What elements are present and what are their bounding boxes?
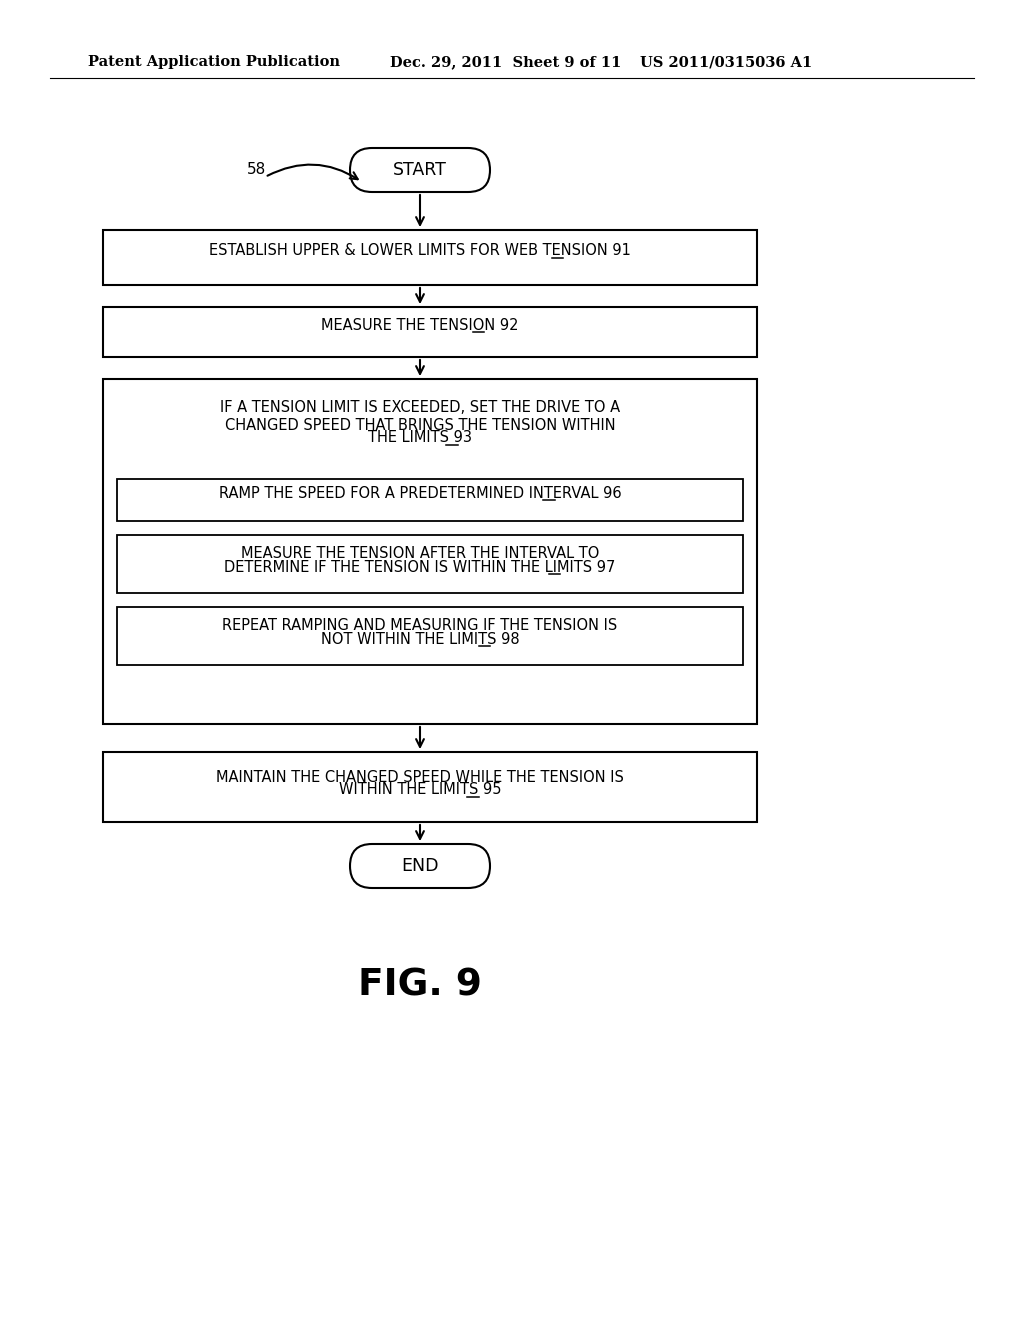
Text: 58: 58: [247, 162, 266, 177]
Text: NOT WITHIN THE LIMITS 98: NOT WITHIN THE LIMITS 98: [321, 631, 519, 647]
Text: MEASURE THE TENSION 92: MEASURE THE TENSION 92: [322, 318, 519, 333]
Bar: [117, 479, 743, 521]
Text: Patent Application Publication: Patent Application Publication: [88, 55, 340, 69]
Bar: [103, 752, 757, 822]
FancyBboxPatch shape: [350, 843, 490, 888]
Bar: [117, 607, 743, 665]
Text: THE LIMITS 93: THE LIMITS 93: [368, 430, 472, 446]
Text: CHANGED SPEED THAT BRINGS THE TENSION WITHIN: CHANGED SPEED THAT BRINGS THE TENSION WI…: [224, 418, 615, 433]
Bar: [103, 230, 757, 285]
Bar: [103, 308, 757, 356]
Text: END: END: [401, 857, 438, 875]
Text: FIG. 9: FIG. 9: [358, 968, 482, 1005]
Text: MAINTAIN THE CHANGED SPEED WHILE THE TENSION IS: MAINTAIN THE CHANGED SPEED WHILE THE TEN…: [216, 770, 624, 784]
Text: US 2011/0315036 A1: US 2011/0315036 A1: [640, 55, 812, 69]
Text: ESTABLISH UPPER & LOWER LIMITS FOR WEB TENSION 91: ESTABLISH UPPER & LOWER LIMITS FOR WEB T…: [209, 243, 631, 257]
Bar: [103, 379, 757, 723]
Text: DETERMINE IF THE TENSION IS WITHIN THE LIMITS 97: DETERMINE IF THE TENSION IS WITHIN THE L…: [224, 560, 615, 574]
Text: MEASURE THE TENSION AFTER THE INTERVAL TO: MEASURE THE TENSION AFTER THE INTERVAL T…: [241, 546, 599, 561]
Text: Dec. 29, 2011  Sheet 9 of 11: Dec. 29, 2011 Sheet 9 of 11: [390, 55, 622, 69]
Text: IF A TENSION LIMIT IS EXCEEDED, SET THE DRIVE TO A: IF A TENSION LIMIT IS EXCEEDED, SET THE …: [220, 400, 621, 414]
Text: REPEAT RAMPING AND MEASURING IF THE TENSION IS: REPEAT RAMPING AND MEASURING IF THE TENS…: [222, 619, 617, 634]
Text: START: START: [393, 161, 446, 180]
FancyBboxPatch shape: [350, 148, 490, 191]
Text: RAMP THE SPEED FOR A PREDETERMINED INTERVAL 96: RAMP THE SPEED FOR A PREDETERMINED INTER…: [219, 486, 622, 500]
Text: WITHIN THE LIMITS 95: WITHIN THE LIMITS 95: [339, 783, 502, 797]
Bar: [117, 535, 743, 593]
